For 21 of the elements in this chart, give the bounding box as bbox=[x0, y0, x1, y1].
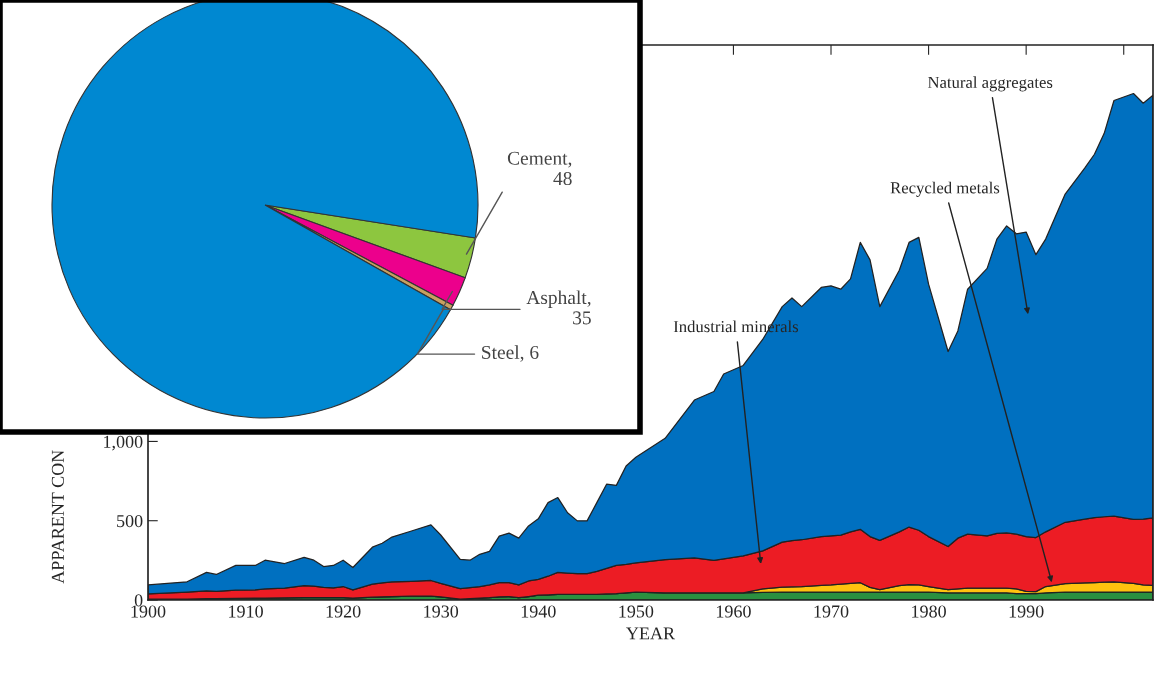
annotation: Recycled metals bbox=[890, 181, 1000, 197]
x-axis-title: YEAR bbox=[626, 627, 676, 640]
annotation: Natural aggregates bbox=[927, 76, 1053, 92]
slice-label: Asphalt, 35 bbox=[526, 290, 591, 325]
y-tick-label: 0 bbox=[134, 594, 143, 607]
y-axis-title: APPARENT CON bbox=[51, 450, 64, 584]
x-tick-label: 1980 bbox=[912, 605, 946, 618]
y-tick-label: 500 bbox=[117, 514, 143, 528]
y-tick-label: 1,000 bbox=[104, 435, 143, 451]
x-tick-label: 1960 bbox=[716, 605, 751, 618]
x-tick-label: 1940 bbox=[521, 605, 556, 618]
x-tick-label: 1900 bbox=[131, 605, 166, 618]
slice-label: Cement, 48 bbox=[507, 151, 572, 186]
x-tick-label: 1910 bbox=[229, 605, 263, 618]
x-tick-label: 1970 bbox=[814, 605, 849, 618]
x-tick-label: 1920 bbox=[326, 605, 361, 618]
annotation: Industrial minerals bbox=[673, 320, 799, 333]
slice-label: Steel, 6 bbox=[482, 345, 539, 362]
x-tick-label: 1930 bbox=[424, 605, 459, 618]
x-tick-label: 1950 bbox=[619, 605, 654, 618]
x-tick-label: 1990 bbox=[1009, 605, 1044, 618]
